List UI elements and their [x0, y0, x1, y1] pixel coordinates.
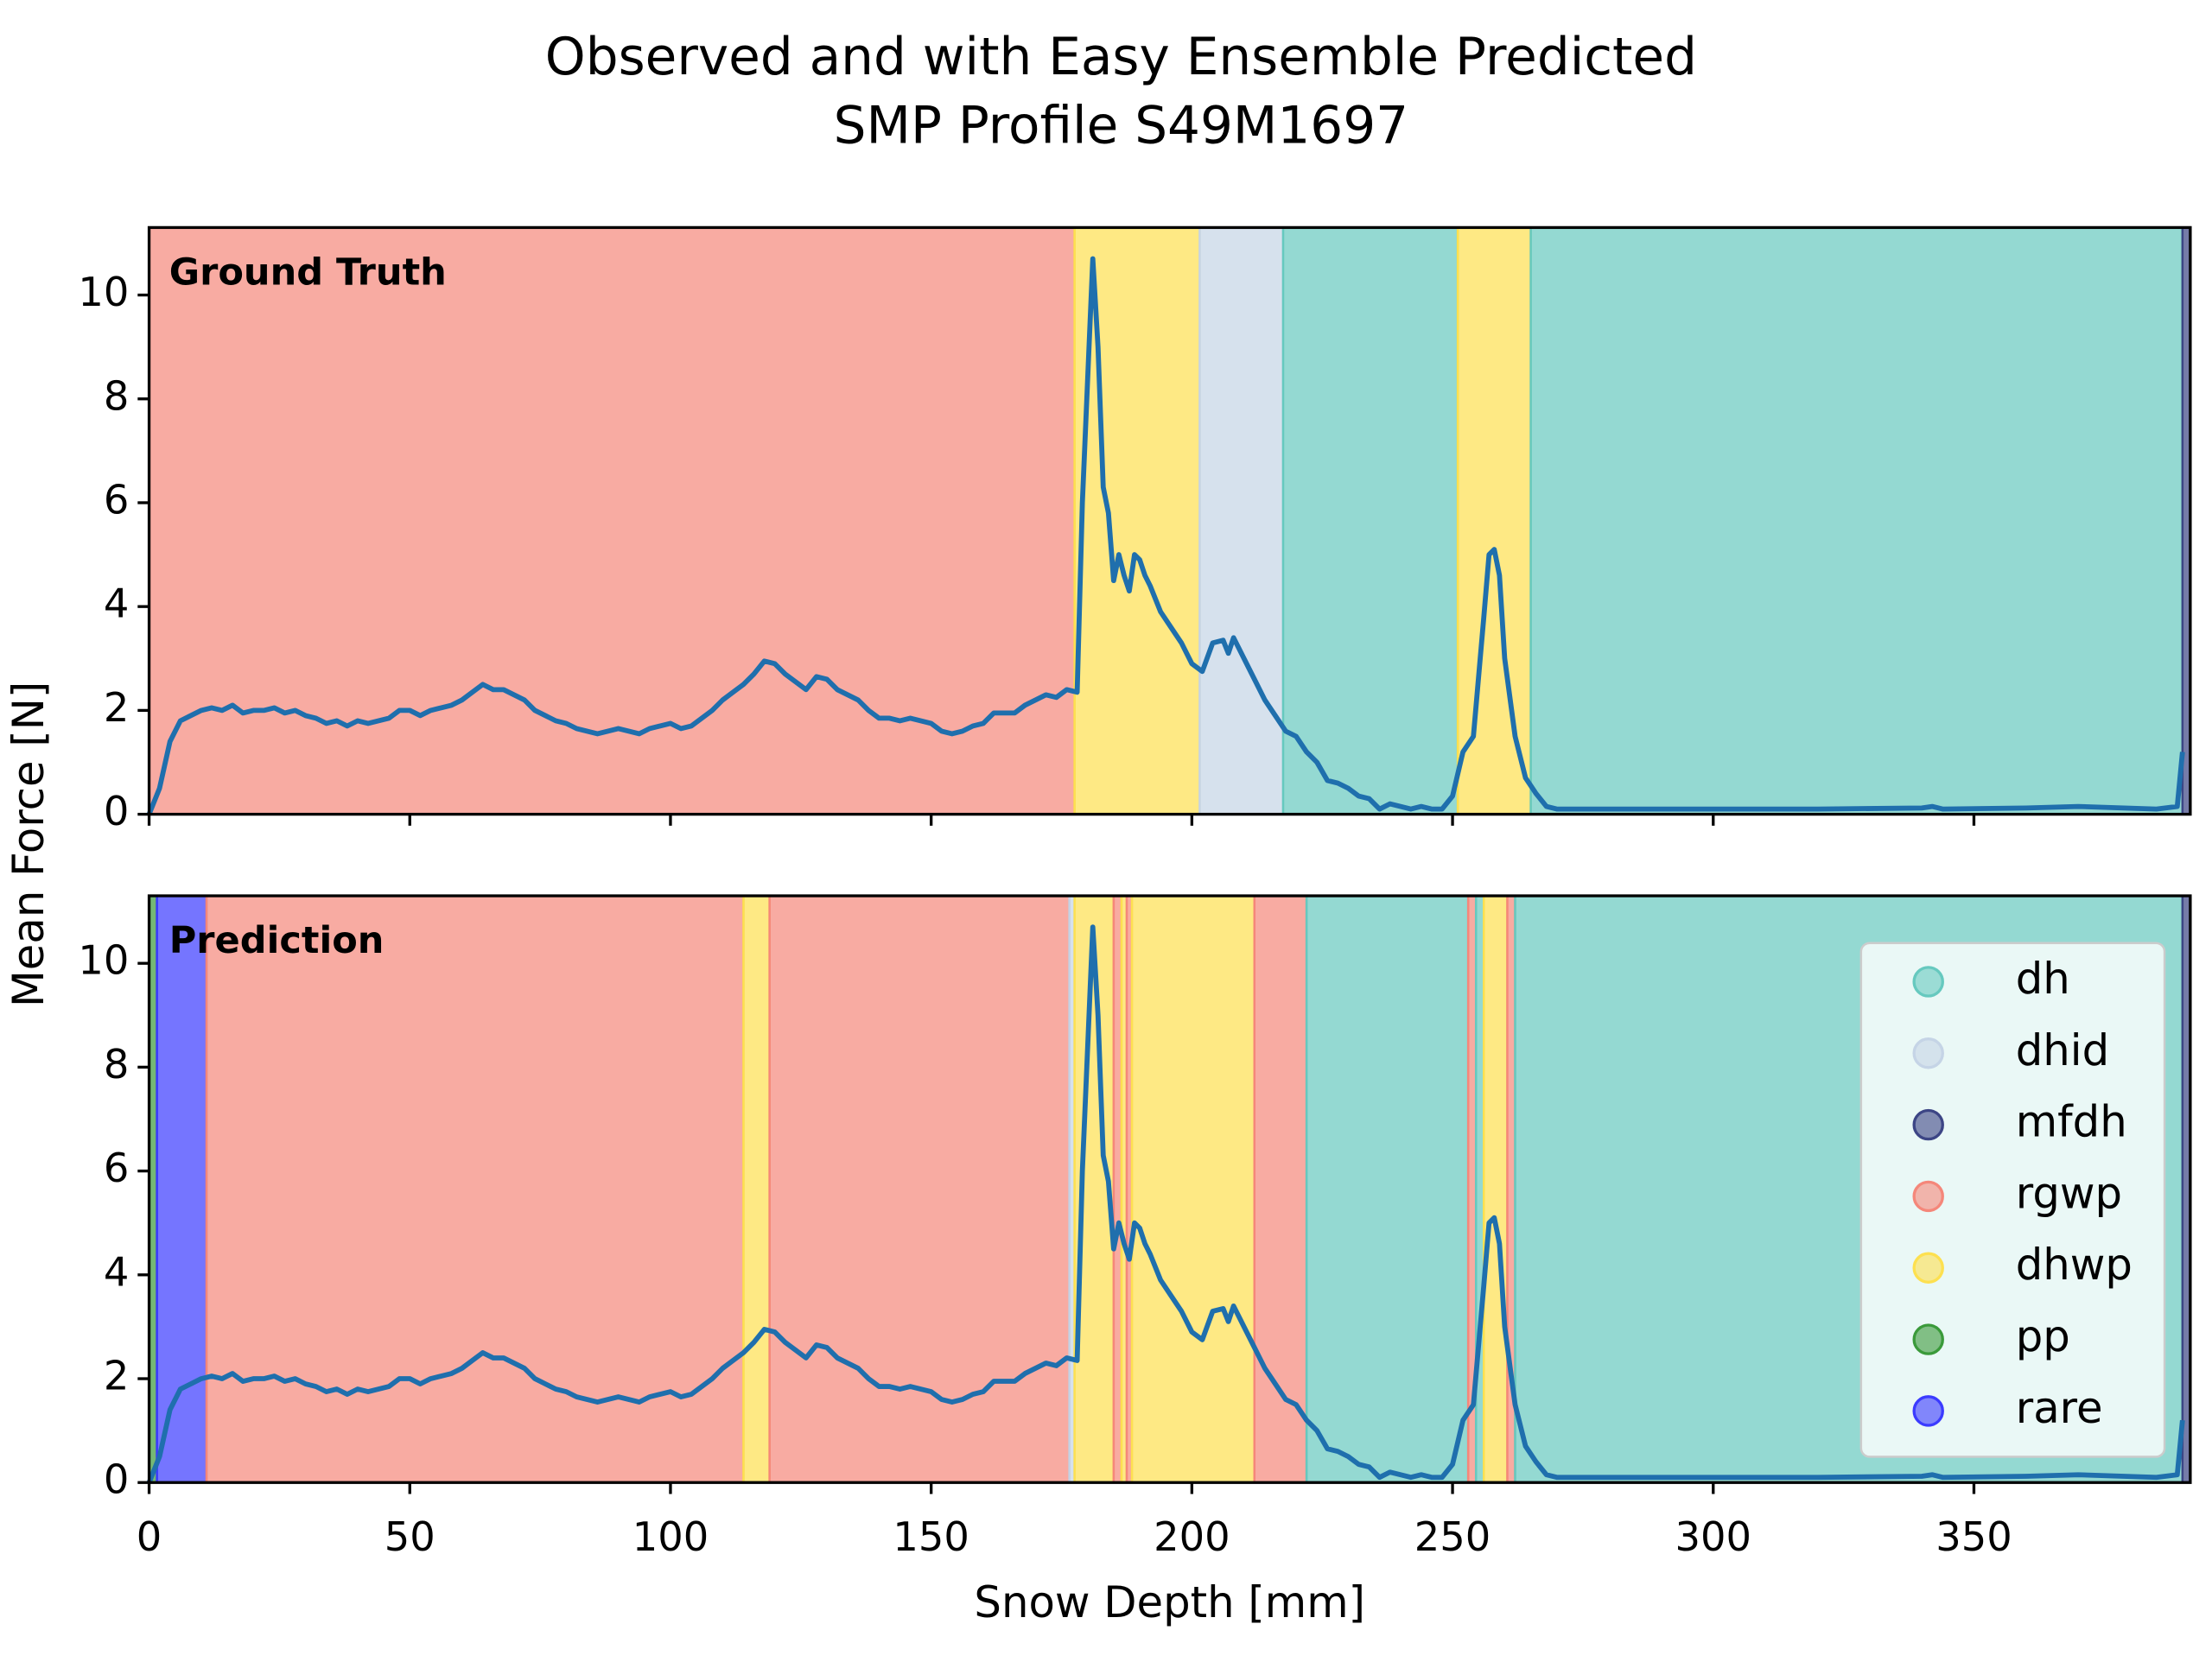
force-line	[146, 924, 2185, 1484]
legend-label: dhid	[2016, 1025, 2109, 1075]
legend-label: pp	[2016, 1311, 2070, 1361]
plot-frame	[147, 225, 2192, 816]
y-tick-label: 0	[104, 1456, 130, 1503]
plot-frame	[147, 894, 2192, 1484]
layer-span	[205, 894, 745, 1484]
layer-span	[1529, 226, 2184, 815]
legend-marker	[1912, 966, 1944, 998]
panel-title: Ground Truth	[169, 251, 447, 295]
legend-label: mfdh	[2016, 1097, 2127, 1147]
legend-label: rare	[2016, 1383, 2103, 1433]
legend-marker	[1912, 1037, 1944, 1069]
y-tick-label: 4	[104, 1248, 130, 1295]
legend-label: rgwp	[2016, 1168, 2122, 1218]
y-tick-label: 6	[104, 476, 130, 523]
layer-span	[1073, 226, 1201, 815]
legend-label: dh	[2016, 954, 2070, 1004]
y-tick-label: 10	[78, 937, 129, 984]
figure-title: Observed and with Easy Ensemble Predicte…	[545, 28, 1697, 87]
x-axis-label: Snow Depth [mm]	[974, 1577, 1365, 1627]
legend-marker	[1912, 1108, 1944, 1141]
legend: dh dhid mfdh rgwp dhwp pp rare	[1859, 942, 2166, 1458]
layer-span	[1456, 226, 1532, 815]
x-tick-label: 50	[385, 1513, 435, 1560]
legend-marker	[1912, 1395, 1944, 1427]
y-tick-label: 2	[104, 684, 130, 731]
y-tick-label: 8	[104, 1041, 130, 1088]
layer-span	[742, 894, 771, 1484]
x-tick-label: 150	[893, 1513, 969, 1560]
x-tick-label: 350	[1936, 1513, 2012, 1560]
x-tick-label: 200	[1154, 1513, 1230, 1560]
y-tick-label: 4	[104, 580, 130, 627]
y-tick-label: 2	[104, 1353, 130, 1399]
x-tick-label: 100	[632, 1513, 709, 1560]
layer-span	[156, 894, 208, 1484]
legend-marker	[1912, 1323, 1944, 1355]
legend-marker	[1912, 1252, 1944, 1284]
y-axis-label: Mean Force [N]	[3, 682, 54, 1007]
y-tick-label: 6	[104, 1145, 130, 1191]
x-tick-label: 300	[1675, 1513, 1752, 1560]
force-line	[146, 256, 2185, 815]
legend-marker	[1912, 1180, 1944, 1213]
layer-span	[1483, 894, 1509, 1484]
x-tick-label: 250	[1414, 1513, 1491, 1560]
y-tick-label: 10	[78, 269, 129, 315]
layer-span	[768, 894, 1071, 1484]
layer-span	[1253, 894, 1308, 1484]
layer-span	[1474, 894, 1485, 1484]
layer-span	[1130, 894, 1256, 1484]
legend-label: dhwp	[2016, 1240, 2133, 1290]
layer-span	[1198, 226, 1285, 815]
layer-span	[1281, 226, 1459, 815]
figure-title: SMP Profile S49M1697	[834, 97, 1408, 156]
layer-span	[1305, 894, 1470, 1484]
panel-title: Prediction	[169, 919, 385, 962]
x-tick-label: 0	[137, 1513, 162, 1560]
y-tick-label: 8	[104, 372, 130, 419]
y-tick-label: 0	[104, 788, 130, 834]
layer-span	[1112, 894, 1123, 1484]
